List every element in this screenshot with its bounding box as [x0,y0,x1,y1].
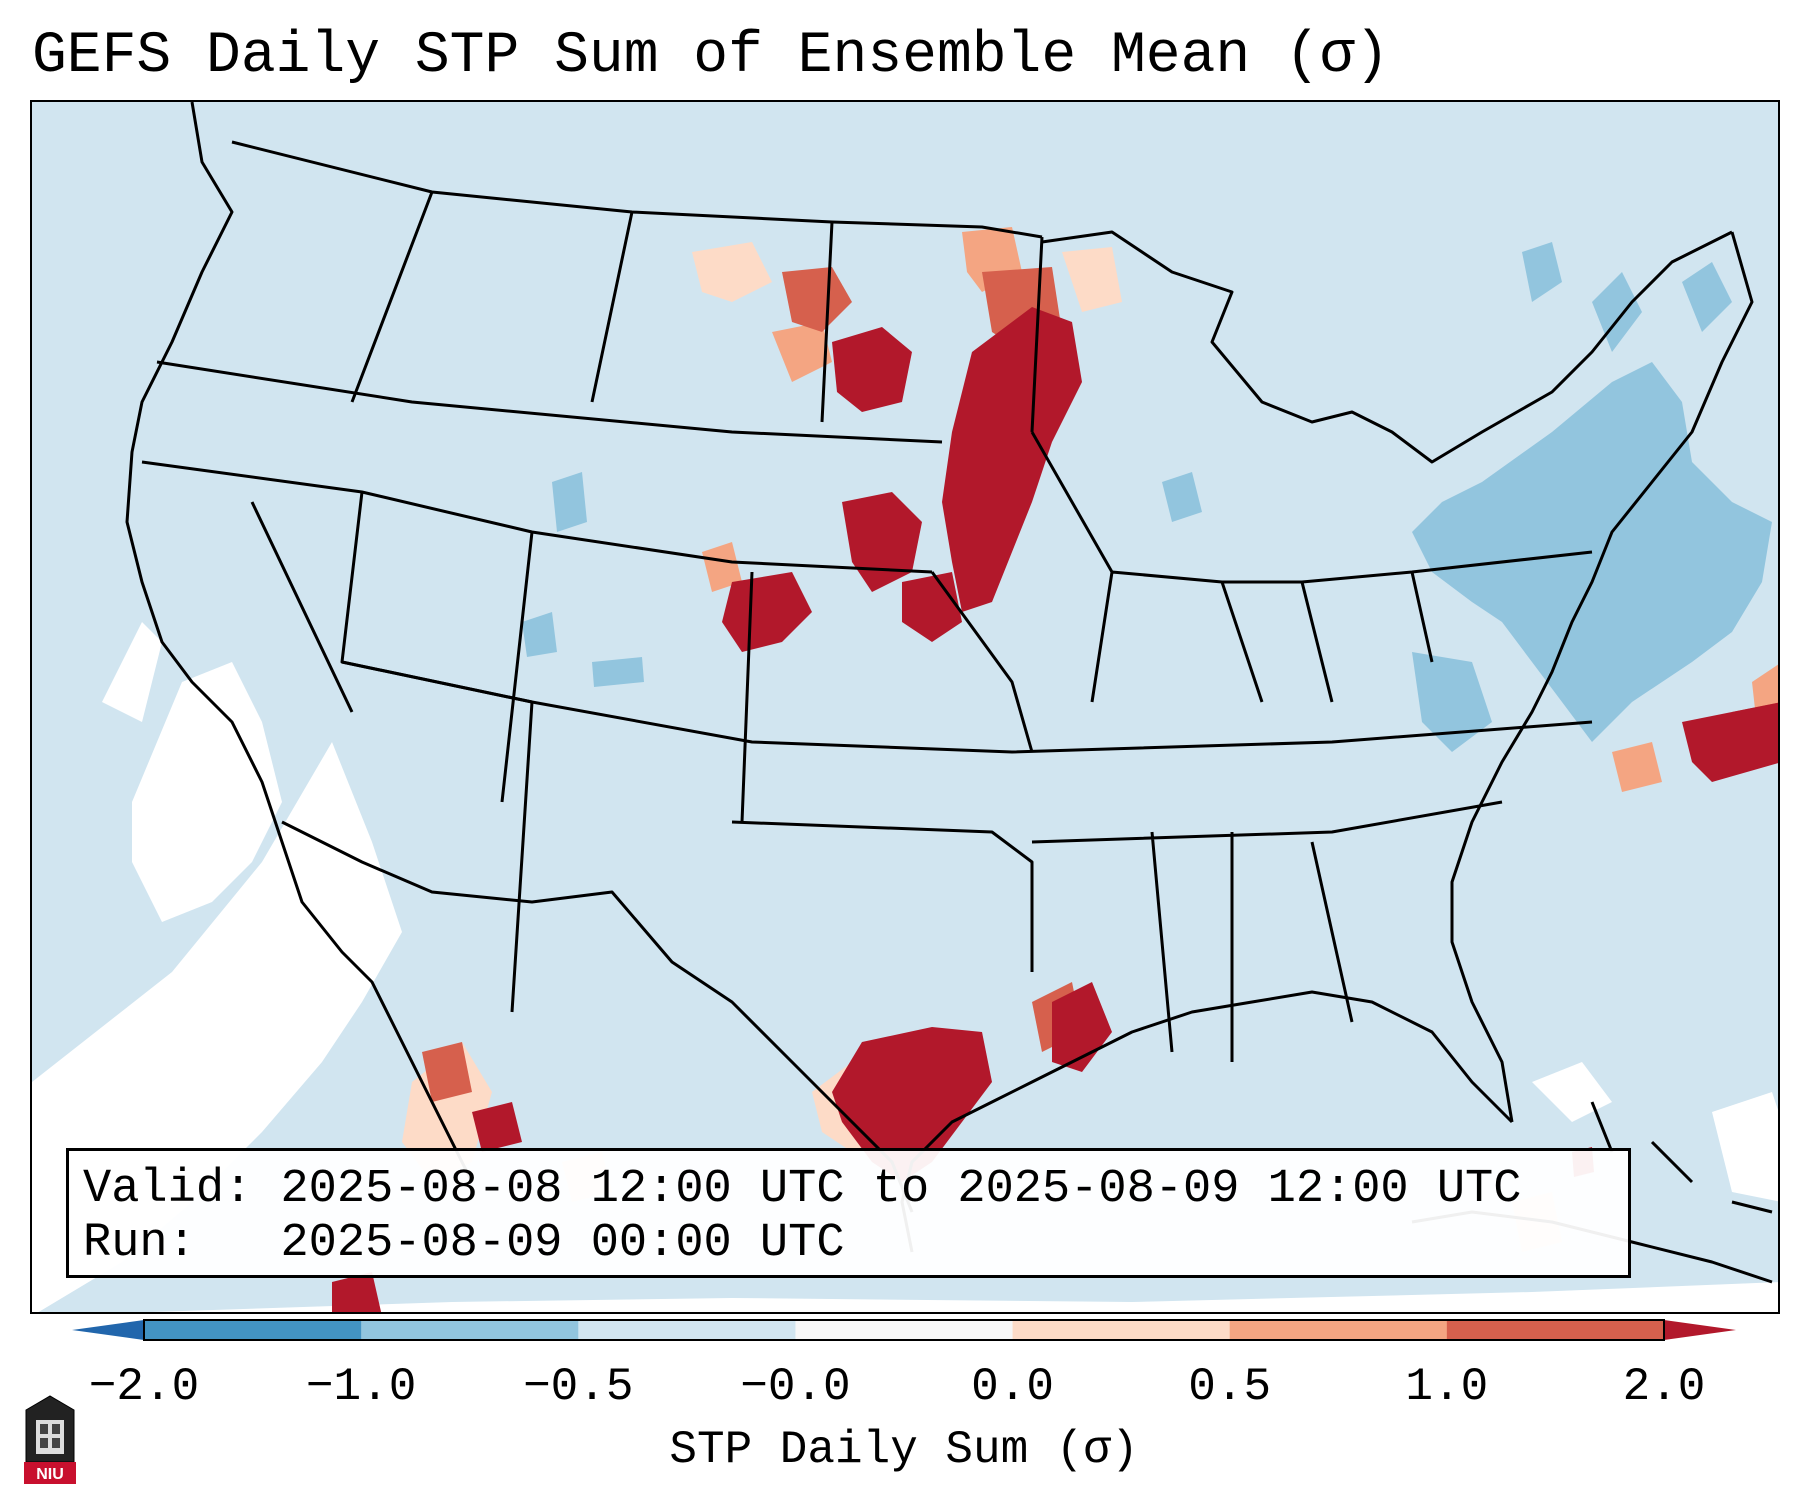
map-canvas [32,102,1778,1312]
central-states [250,491,1593,823]
colorbar-bin [144,1320,362,1340]
colorbar-under-arrow [72,1320,144,1340]
colorbar-over-arrow [1664,1320,1736,1340]
colorbar-tick-label: 2.0 [1622,1361,1706,1413]
map-panel[interactable] [30,100,1780,1314]
colorbar-outline [143,1319,1665,1341]
canada-border [231,140,1043,239]
run-row: Run: 2025-08-09 00:00 UTC [83,1217,1614,1271]
valid-time-range: 2025-08-08 12:00 UTC to 2025-08-09 12:00… [280,1163,1522,1216]
niu-logo: NIU [24,1395,76,1484]
colorbar-bin [795,1320,1014,1340]
mexico-border [281,820,914,1213]
colorbar-bin [361,1320,579,1340]
colorbar-tick-label: 1.0 [1405,1361,1489,1413]
boundaries [125,102,1773,1284]
chart-title: GEFS Daily STP Sum of Ensemble Mean (σ) [32,24,1390,89]
great-lakes [1041,230,1733,464]
colorbar-tick-label: 0.5 [1188,1361,1272,1413]
colorbar-tick-label: −1.0 [305,1361,417,1413]
midwest-states [1030,431,1593,703]
moderate-positive-region [702,227,1778,792]
run-label: Run: [83,1217,196,1270]
colorbar-bin [1229,1320,1448,1340]
colorbar-bin [1446,1320,1665,1340]
colorbar [72,1319,1736,1341]
east-coastline [1450,231,1754,1123]
valid-label: Valid: [83,1163,253,1216]
colorbar-tick-label: −0.5 [523,1361,634,1413]
valid-run-info-box: Valid: 2025-08-08 12:00 UTC to 2025-08-0… [66,1148,1631,1278]
colorbar-bins [144,1320,1665,1340]
southern-states [341,660,1503,1062]
colorbar-tick-label: −2.0 [88,1361,200,1413]
colorbar-tick-label: −0.0 [740,1361,851,1413]
logo-text: NIU [36,1466,64,1483]
west-coastline [125,102,474,1183]
run-time: 2025-08-09 00:00 UTC [280,1217,845,1270]
colorbar-label: STP Daily Sum (σ) [669,1424,1139,1476]
colorbar-bin [578,1320,796,1340]
valid-row: Valid: 2025-08-08 12:00 UTC to 2025-08-0… [83,1163,1614,1217]
colorbar-tick-label: 0.0 [971,1361,1054,1413]
colorbar-bin [1012,1320,1231,1340]
